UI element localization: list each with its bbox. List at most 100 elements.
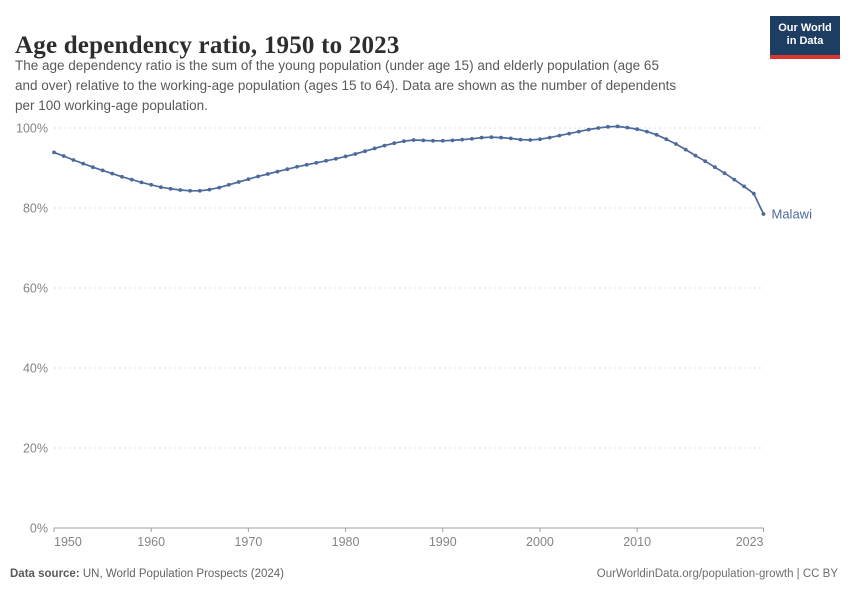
data-point-2003 [567,131,571,136]
license-text: | CC BY [793,568,838,580]
data-point-2013 [664,137,669,142]
data-point-1985 [392,141,397,146]
data-point-2020 [732,177,737,182]
data-point-1976 [304,162,309,167]
owid-url-link[interactable]: OurWorldinData.org/population-growth [596,568,794,580]
data-point-2006 [596,126,601,130]
data-point-1984 [382,143,387,148]
data-point-1995 [489,135,494,140]
data-point-1961 [159,185,163,190]
data-point-1968 [227,182,231,187]
data-point-1955 [100,168,105,173]
data-point-1962 [168,186,173,191]
x-tick-label-2023: 2023 [736,535,764,549]
data-point-1998 [518,137,523,142]
data-point-1994 [479,135,484,140]
data-point-1999 [528,138,533,142]
data-point-1969 [236,180,241,184]
data-point-1974 [285,167,290,172]
data-point-1997 [508,136,513,141]
data-point-1988 [421,138,426,143]
data-point-2001 [547,135,552,140]
y-tick-label-40: 40% [23,362,48,376]
data-point-1991 [450,138,455,143]
data-point-1970 [246,177,251,182]
data-point-2000 [538,137,542,142]
data-point-1981 [353,152,358,156]
data-point-2018 [713,165,717,170]
x-tick-label-2010: 2010 [623,535,651,549]
data-point-1959 [139,180,144,185]
line-chart: 0% 20% 40% 60% 80% 100% 1950 1960 1970 1980 1990 20… [16,122,813,550]
data-point-1975 [295,164,299,169]
data-point-2021 [742,184,746,189]
data-point-1979 [334,156,338,161]
data-point-2009 [625,125,630,130]
data-point-1971 [256,174,260,179]
data-point-1956 [110,171,115,176]
data-point-2022 [751,191,756,196]
owid-logo-line2: in Data [786,35,824,47]
y-tick-label-20: 20% [23,442,48,456]
data-point-1967 [217,185,222,190]
x-tick-label-2000: 2000 [526,535,554,549]
data-point-1965 [197,188,202,193]
chart-subtitle: The age dependency ratio is the sum of t… [15,58,677,113]
data-point-2010 [635,127,640,132]
data-point-1963 [178,188,183,192]
y-tick-label-100: 100% [16,122,48,136]
data-point-1989 [431,138,435,143]
data-source-label: Data source: [10,568,80,580]
license-note: OurWorldinData.org/population-growth | C… [597,568,838,580]
data-point-2012 [654,132,659,137]
data-point-1958 [129,177,134,182]
series-line-malawi [53,125,765,215]
owid-logo: Our World in Data [770,16,840,59]
chart-title: Age dependency ratio, 1950 to 2023 [15,31,400,59]
data-point-2002 [557,133,562,138]
x-tick-label-1950: 1950 [54,535,82,549]
data-point-2023 [761,212,766,216]
owid-logo-line1: Our World [778,22,832,34]
data-point-1982 [363,149,367,154]
data-point-1953 [81,161,86,166]
data-point-2004 [576,129,581,134]
y-tick-label-0: 0% [30,522,48,536]
series-end-label: Malawi [772,207,813,222]
data-point-1972 [265,172,270,176]
data-point-2008 [615,124,620,129]
data-point-2011 [645,129,649,134]
data-point-2019 [722,171,727,176]
data-point-2017 [703,159,708,164]
data-point-1950 [52,150,56,155]
x-tick-label-1960: 1960 [137,535,165,549]
data-point-1966 [207,187,212,192]
x-tick-label-1980: 1980 [332,535,360,549]
data-point-2014 [674,142,678,146]
y-tick-label-80: 80% [23,202,48,216]
data-point-1957 [120,174,124,179]
data-point-1983 [372,146,377,151]
data-point-1992 [460,137,465,142]
data-point-1993 [470,136,474,141]
x-tick-label-1970: 1970 [234,535,262,549]
y-tick-label-60: 60% [23,282,48,296]
data-source-note: Data source: UN, World Population Prospe… [10,568,284,580]
data-point-1977 [314,160,319,165]
data-source-text: UN, World Population Prospects (2024) [79,568,284,580]
data-point-1986 [402,139,406,144]
data-point-1951 [61,154,66,158]
x-tick-label-1990: 1990 [429,535,457,549]
data-point-1987 [411,138,416,142]
data-point-2015 [683,147,688,152]
data-point-1954 [91,165,95,170]
data-point-1952 [71,158,76,162]
data-point-2007 [606,124,610,129]
data-point-2005 [586,127,591,132]
data-point-1980 [343,154,348,159]
data-point-1990 [440,138,445,143]
data-point-1996 [499,135,503,140]
data-point-1964 [188,188,193,193]
data-point-1960 [149,182,154,187]
